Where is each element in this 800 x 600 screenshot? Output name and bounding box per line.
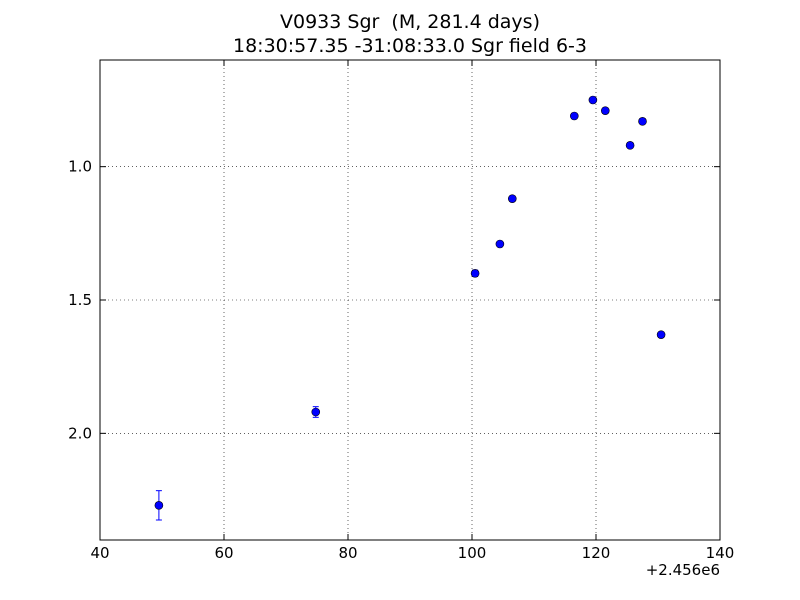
data-point bbox=[470, 269, 480, 278]
axes-frame bbox=[99, 59, 721, 541]
data-point bbox=[507, 194, 517, 203]
data-point bbox=[495, 239, 505, 249]
x-tick-label: 100 bbox=[458, 544, 487, 562]
chart-title: V0933 Sgr (M, 281.4 days) bbox=[280, 11, 540, 33]
data-point bbox=[656, 330, 666, 339]
y-tick-label: 2.0 bbox=[68, 424, 92, 442]
x-tick-label: 40 bbox=[90, 544, 109, 562]
data-point bbox=[588, 95, 598, 105]
y-tick-label: 1.0 bbox=[68, 158, 92, 176]
data-point bbox=[569, 111, 579, 121]
x-tick-label: 80 bbox=[338, 544, 357, 562]
x-offset-label: +2.456e6 bbox=[646, 561, 720, 579]
data-point bbox=[638, 117, 647, 126]
data-point bbox=[154, 501, 164, 510]
y-tick-label: 1.5 bbox=[68, 291, 92, 309]
data-point bbox=[625, 141, 635, 150]
data-point bbox=[600, 106, 610, 115]
x-tick-label: 120 bbox=[582, 544, 611, 562]
x-tick-label: 140 bbox=[706, 544, 735, 562]
data-point bbox=[311, 407, 321, 417]
x-tick-label: 60 bbox=[214, 544, 233, 562]
chart-subtitle: 18:30:57.35 -31:08:33.0 Sgr field 6-3 bbox=[233, 35, 587, 57]
